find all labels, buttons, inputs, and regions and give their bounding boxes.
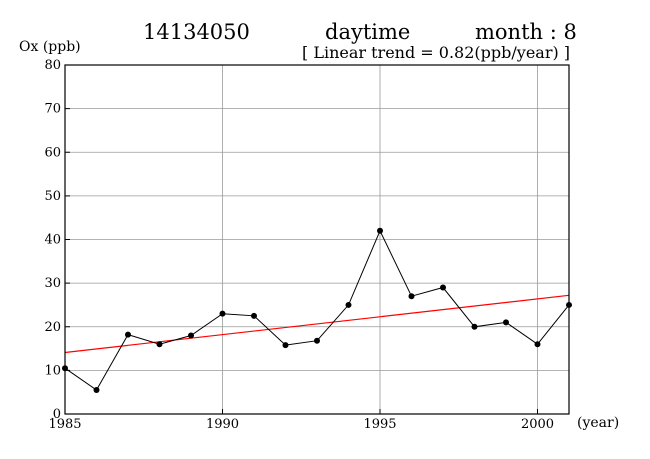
x-tick-label: 1990 <box>206 417 239 432</box>
data-point <box>219 310 226 317</box>
y-axis-label: Ox (ppb) <box>19 39 81 55</box>
data-point <box>534 341 541 348</box>
data-point <box>440 284 446 291</box>
x-tick-label: 2000 <box>521 417 554 432</box>
data-point <box>188 332 194 339</box>
data-point <box>471 323 478 330</box>
trend-annotation: [ Linear trend = 0.82(ppb/year) ] <box>302 43 571 62</box>
data-point <box>503 319 509 326</box>
y-tick-label: 10 <box>44 363 61 378</box>
period-label: daytime <box>325 20 411 44</box>
data-point <box>93 387 100 394</box>
y-axis-ticks: 0 10 20 30 40 50 60 70 80 <box>44 58 70 422</box>
y-tick-label: 40 <box>44 233 61 248</box>
grid-lines <box>65 65 569 414</box>
data-point <box>377 227 383 234</box>
data-point <box>251 312 257 319</box>
series-group <box>62 227 572 394</box>
y-tick-label: 80 <box>44 58 61 73</box>
ox-series-line <box>64 229 570 391</box>
month-label: month : 8 <box>475 20 577 44</box>
y-tick-label: 30 <box>44 276 61 291</box>
data-point <box>314 337 320 344</box>
x-axis-ticks: 1985 1990 1995 2000 <box>48 409 554 432</box>
y-tick-label: 20 <box>44 320 61 335</box>
x-tick-label: 1995 <box>363 417 396 432</box>
data-point <box>345 301 352 308</box>
data-point <box>408 293 415 300</box>
x-axis-label: (year) <box>577 415 620 431</box>
y-tick-label: 60 <box>44 145 61 160</box>
x-tick-label: 1985 <box>48 417 81 432</box>
data-point <box>156 341 163 348</box>
data-point <box>125 331 131 338</box>
data-point <box>282 342 289 349</box>
y-tick-label: 70 <box>44 102 61 117</box>
y-tick-label: 0 <box>53 407 61 422</box>
plot-frame <box>64 64 570 415</box>
station-id: 14134050 <box>143 20 250 44</box>
trend-line-group <box>64 294 570 354</box>
y-tick-label: 50 <box>44 189 61 204</box>
linear-trend-line <box>64 294 570 354</box>
